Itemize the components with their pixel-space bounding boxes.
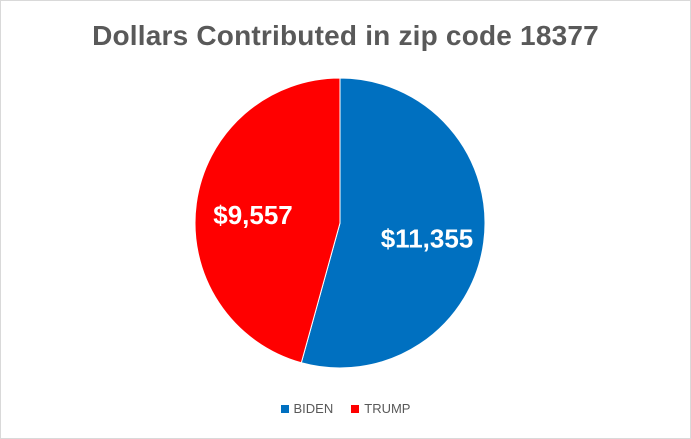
legend-swatch-trump: [351, 404, 360, 413]
legend-label-biden: BIDEN: [293, 401, 334, 416]
pie-slice-biden: [300, 77, 486, 369]
legend-item-biden: BIDEN: [280, 401, 334, 416]
data-label-trump: $9,557: [213, 200, 293, 230]
legend-label-trump: TRUMP: [364, 401, 411, 416]
legend: BIDEN TRUMP: [0, 401, 691, 416]
chart-title: Dollars Contributed in zip code 18377: [92, 20, 599, 51]
pie-slice-trump: [194, 77, 341, 364]
legend-swatch-biden: [280, 404, 289, 413]
data-label-biden: $11,355: [381, 223, 474, 253]
legend-item-trump: TRUMP: [351, 401, 410, 416]
